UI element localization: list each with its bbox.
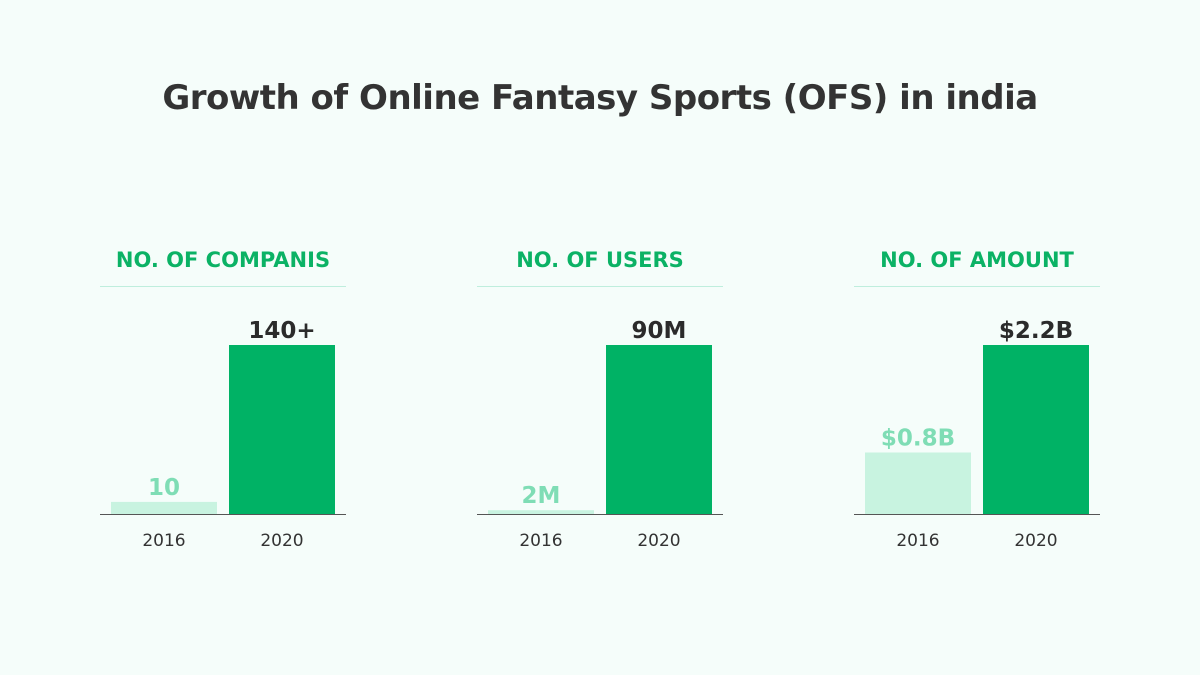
bar-2020 xyxy=(229,345,335,514)
bar-2020 xyxy=(606,345,712,514)
value-label-2020: 90M xyxy=(632,318,687,344)
bar-2020 xyxy=(983,345,1089,514)
companies-panel: NO. OF COMPANIS 10 2016 140+ 2020 xyxy=(100,240,346,560)
category-label-2020: 2020 xyxy=(637,531,680,551)
value-label-2016: $0.8B xyxy=(881,426,955,452)
category-label-2020: 2020 xyxy=(260,531,303,551)
bar-2016 xyxy=(488,510,594,514)
companies-divider xyxy=(100,286,346,287)
category-label-2016: 2016 xyxy=(519,531,562,551)
page-title: Growth of Online Fantasy Sports (OFS) in… xyxy=(162,78,1038,118)
amount-divider xyxy=(854,286,1100,287)
value-label-2020: $2.2B xyxy=(999,318,1073,344)
amount-panel: NO. OF AMOUNT $0.8B 2016 $2.2B 2020 xyxy=(854,240,1100,560)
category-label-2020: 2020 xyxy=(1014,531,1057,551)
value-label-2016: 2M xyxy=(522,483,561,509)
amount-heading: NO. OF AMOUNT xyxy=(880,248,1074,272)
category-label-2016: 2016 xyxy=(142,531,185,551)
companies-heading: NO. OF COMPANIS xyxy=(115,248,331,272)
users-heading: NO. OF USERS xyxy=(516,248,684,272)
value-label-2016: 10 xyxy=(148,475,180,501)
users-panel: NO. OF USERS 2M 2016 90M 2020 xyxy=(477,240,723,560)
users-bar-chart: 2M 2016 90M 2020 xyxy=(477,318,723,551)
companies-bar-chart: 10 2016 140+ 2020 xyxy=(100,318,346,551)
amount-bar-chart: $0.8B 2016 $2.2B 2020 xyxy=(854,318,1100,551)
bar-2016 xyxy=(865,452,971,514)
value-label-2020: 140+ xyxy=(248,318,315,344)
category-label-2016: 2016 xyxy=(896,531,939,551)
bar-2016 xyxy=(111,501,217,514)
users-divider xyxy=(477,286,723,287)
